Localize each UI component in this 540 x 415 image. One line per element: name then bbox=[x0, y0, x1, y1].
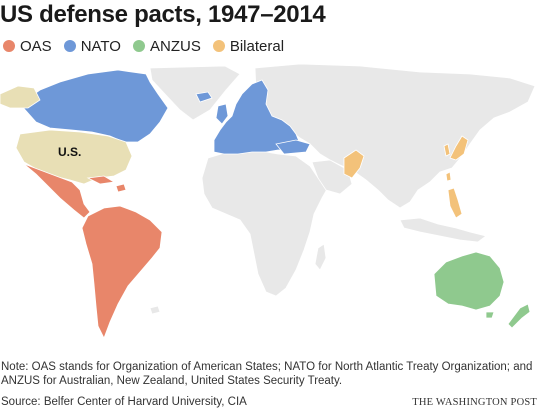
cuba-shape bbox=[86, 175, 116, 185]
legend-label-nato: NATO bbox=[80, 37, 121, 55]
philippines-shape bbox=[447, 187, 463, 219]
legend-swatch-anzus bbox=[132, 40, 145, 52]
publisher-credit: THE WASHINGTON POST bbox=[412, 397, 537, 408]
footnote: Note: OAS stands for Organization of Ame… bbox=[1, 361, 533, 387]
legend-item-oas: OAS bbox=[3, 38, 52, 55]
pakistan-shape bbox=[343, 149, 365, 179]
legend: OAS NATO ANZUS Bilateral bbox=[3, 37, 284, 55]
canada-shape bbox=[19, 69, 169, 143]
us-label: U.S. bbox=[58, 145, 81, 159]
madagascar-shape bbox=[314, 243, 327, 271]
arabia-shape bbox=[311, 159, 353, 195]
caribbean-shape bbox=[115, 183, 127, 193]
legend-swatch-bilateral bbox=[212, 40, 225, 52]
legend-item-bilateral: Bilateral bbox=[212, 37, 285, 55]
mexico-shape bbox=[23, 163, 91, 219]
taiwan-shape bbox=[445, 171, 452, 182]
legend-swatch-oas bbox=[3, 40, 15, 52]
legend-swatch-nato bbox=[63, 40, 76, 52]
antarctic-island-shape bbox=[149, 305, 161, 315]
legend-label-anzus: ANZUS bbox=[149, 37, 201, 55]
africa-shape bbox=[201, 149, 331, 297]
alaska-shape bbox=[0, 85, 41, 109]
new-zealand-shape bbox=[507, 303, 531, 329]
korea-shape bbox=[443, 143, 451, 157]
legend-label-bilateral: Bilateral bbox=[229, 37, 285, 55]
australia-shape bbox=[433, 251, 505, 311]
world-map: U.S. bbox=[0, 63, 536, 339]
greenland-shape bbox=[149, 65, 241, 121]
tasmania-shape bbox=[485, 311, 495, 319]
chart-title: US defense pacts, 1947–2014 bbox=[0, 1, 326, 28]
turkey-shape bbox=[275, 139, 311, 155]
iceland-shape bbox=[195, 91, 213, 103]
uk-shape bbox=[215, 103, 229, 125]
legend-item-nato: NATO bbox=[63, 37, 121, 55]
europe-nato-shape bbox=[213, 79, 301, 155]
south-america-shape bbox=[81, 205, 163, 339]
indonesia-shape bbox=[399, 217, 487, 243]
legend-item-anzus: ANZUS bbox=[132, 37, 201, 55]
japan-shape bbox=[449, 135, 469, 161]
source-line: Source: Belfer Center of Harvard Univers… bbox=[1, 396, 247, 408]
legend-label-oas: OAS bbox=[20, 37, 52, 55]
